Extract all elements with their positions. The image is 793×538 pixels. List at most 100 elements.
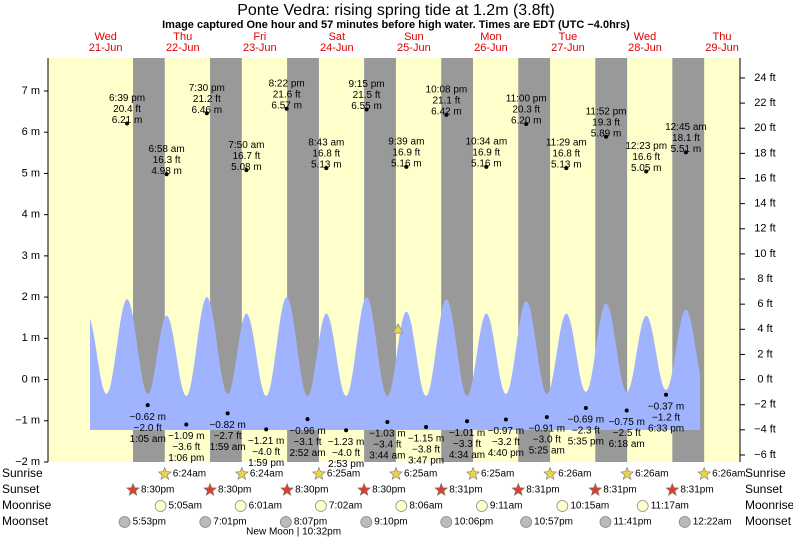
row-label-left: Sunrise [2, 466, 43, 480]
moon-phase: New Moon | 10:32pm [246, 527, 341, 538]
tide-point [544, 415, 549, 420]
sunset-icon [511, 482, 526, 496]
row-label-right: Sunrise [745, 466, 786, 480]
y2-tick-label: 10 ft [754, 248, 775, 260]
tide-feet: −1.2 ft [652, 412, 680, 423]
tide-time: 5:35 pm [568, 437, 604, 448]
row-label-right: Moonset [745, 514, 792, 528]
tide-feet: −3.1 ft [293, 437, 321, 448]
tide-point [683, 150, 688, 155]
tide-time: 5:25 am [529, 446, 565, 457]
tide-time: 10:08 pm [426, 85, 468, 96]
tide-point [145, 403, 150, 408]
tide-point [624, 408, 629, 413]
tide-time: 12:23 pm [625, 141, 667, 152]
sunrise-time: 6:26am [635, 469, 668, 480]
sunrise-time: 6:25am [404, 469, 437, 480]
tide-meters: −0.75 m [608, 417, 644, 428]
tide-time: 6:18 am [609, 439, 645, 450]
tide-time: 11:29 am [546, 138, 587, 149]
tide-meters: 5.16 m [391, 158, 422, 169]
tide-feet: −3.3 ft [453, 439, 481, 450]
moonset-icon [199, 516, 212, 528]
moonset-time: 10:06pm [454, 517, 493, 528]
moonset-time: 12:22am [693, 517, 732, 528]
y2-tick-label: 22 ft [754, 97, 775, 109]
moonset-icon [599, 516, 612, 528]
tide-feet: 16.8 ft [552, 149, 580, 160]
sunset-icon [357, 482, 372, 496]
y-tick-label: −1 m [15, 415, 40, 427]
tide-feet: 20.3 ft [512, 105, 540, 116]
moonset-time: 7:01pm [213, 517, 246, 528]
day-date: 28-Jun [628, 42, 662, 54]
sunrise-icon [234, 466, 249, 480]
tide-feet: −2.3 ft [572, 426, 600, 437]
current-level-marker [392, 323, 404, 334]
sunrise-time: 6:26am [712, 469, 745, 480]
tide-point [244, 168, 249, 173]
y-tick-label: 4 m [22, 209, 40, 221]
tide-time: 8:22 pm [269, 78, 305, 89]
tide-meters: 6.21 m [112, 115, 143, 126]
sunrise-icon [697, 466, 712, 480]
moonrise-time: 10:15am [570, 501, 609, 512]
tide-time: 7:50 am [228, 140, 264, 151]
y2-tick-label: −2 ft [754, 399, 776, 411]
moonset-time: 8:07pm [294, 517, 327, 528]
sunrise-icon [620, 466, 635, 480]
tide-meters: 4.98 m [151, 166, 182, 177]
subtitle: Image captured One hour and 57 minutes b… [162, 19, 630, 31]
moonset-icon [440, 516, 453, 528]
sunrise-icon [157, 466, 172, 480]
tide-meters: −0.82 m [209, 420, 245, 431]
moonrise-icon [395, 500, 408, 512]
sunset-time: 8:31pm [526, 485, 559, 496]
day-date: 29-Jun [705, 42, 739, 54]
tide-meters: −1.21 m [248, 436, 284, 447]
moonrise-time: 11:17am [651, 501, 689, 512]
tide-feet: 20.4 ft [113, 104, 141, 115]
tide-feet: −4.0 ft [252, 447, 280, 458]
sunrise-time: 6:24am [250, 469, 283, 480]
tide-meters: −0.97 m [488, 426, 524, 437]
tide-meters: −1.15 m [408, 434, 444, 445]
y2-tick-label: 16 ft [754, 172, 775, 184]
day-name: Sun [404, 31, 424, 43]
tide-point [404, 164, 409, 169]
tide-feet: −3.0 ft [533, 435, 561, 446]
sunset-time: 8:30pm [141, 485, 174, 496]
day-date: 22-Jun [166, 42, 200, 54]
sunset-time: 8:31pm [603, 485, 636, 496]
sunrise-icon [543, 466, 558, 480]
day-name: Thu [173, 31, 192, 43]
y-tick-label: 7 m [22, 85, 40, 97]
y-tick-label: −2 m [15, 456, 40, 468]
y2-tick-label: 8 ft [757, 273, 772, 285]
day-date: 26-Jun [474, 42, 508, 54]
day-name: Wed [634, 31, 656, 43]
day-date: 25-Jun [397, 42, 431, 54]
tide-feet: −3.4 ft [373, 440, 401, 451]
tide-time: 4:40 pm [488, 448, 524, 459]
tide-time: 1:06 pm [168, 453, 204, 464]
moonrise-icon [154, 500, 167, 512]
tide-point [524, 121, 529, 126]
tide-feet: −3.6 ft [172, 442, 200, 453]
y-tick-label: 3 m [22, 250, 40, 262]
tide-point [324, 166, 329, 171]
tide-time: 3:44 am [369, 451, 405, 462]
tide-meters: 5.13 m [311, 160, 342, 171]
tide-meters: −0.62 m [130, 412, 166, 423]
y2-tick-label: 6 ft [757, 298, 772, 310]
moonrise-time: 5:05am [169, 501, 202, 512]
tide-feet: 16.7 ft [233, 151, 261, 162]
day-name: Sat [329, 31, 346, 43]
y2-tick-label: 0 ft [757, 373, 772, 385]
sunset-icon [126, 482, 140, 496]
tide-meters: −0.96 m [289, 426, 325, 437]
day-name: Wed [95, 31, 117, 43]
tide-point [184, 422, 189, 427]
moonset-time: 5:53pm [133, 517, 166, 528]
